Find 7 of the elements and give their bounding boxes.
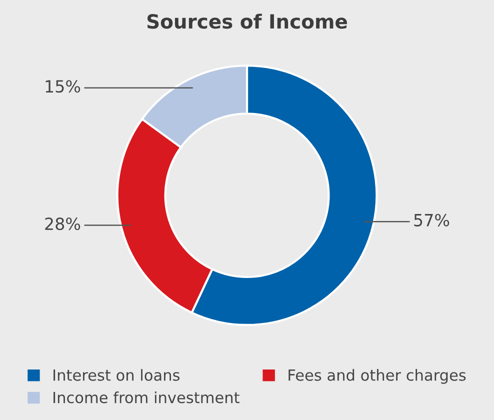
legend-label: Fees and other charges: [288, 369, 466, 384]
legend-label: Interest on loans: [54, 369, 180, 381]
chart-title: Sources of Income: [147, 14, 347, 29]
data-label: 15%: [46, 80, 80, 93]
data-label: 57%: [414, 214, 450, 226]
legend-label: Income from investment: [54, 391, 240, 404]
data-label: 28%: [45, 218, 80, 230]
